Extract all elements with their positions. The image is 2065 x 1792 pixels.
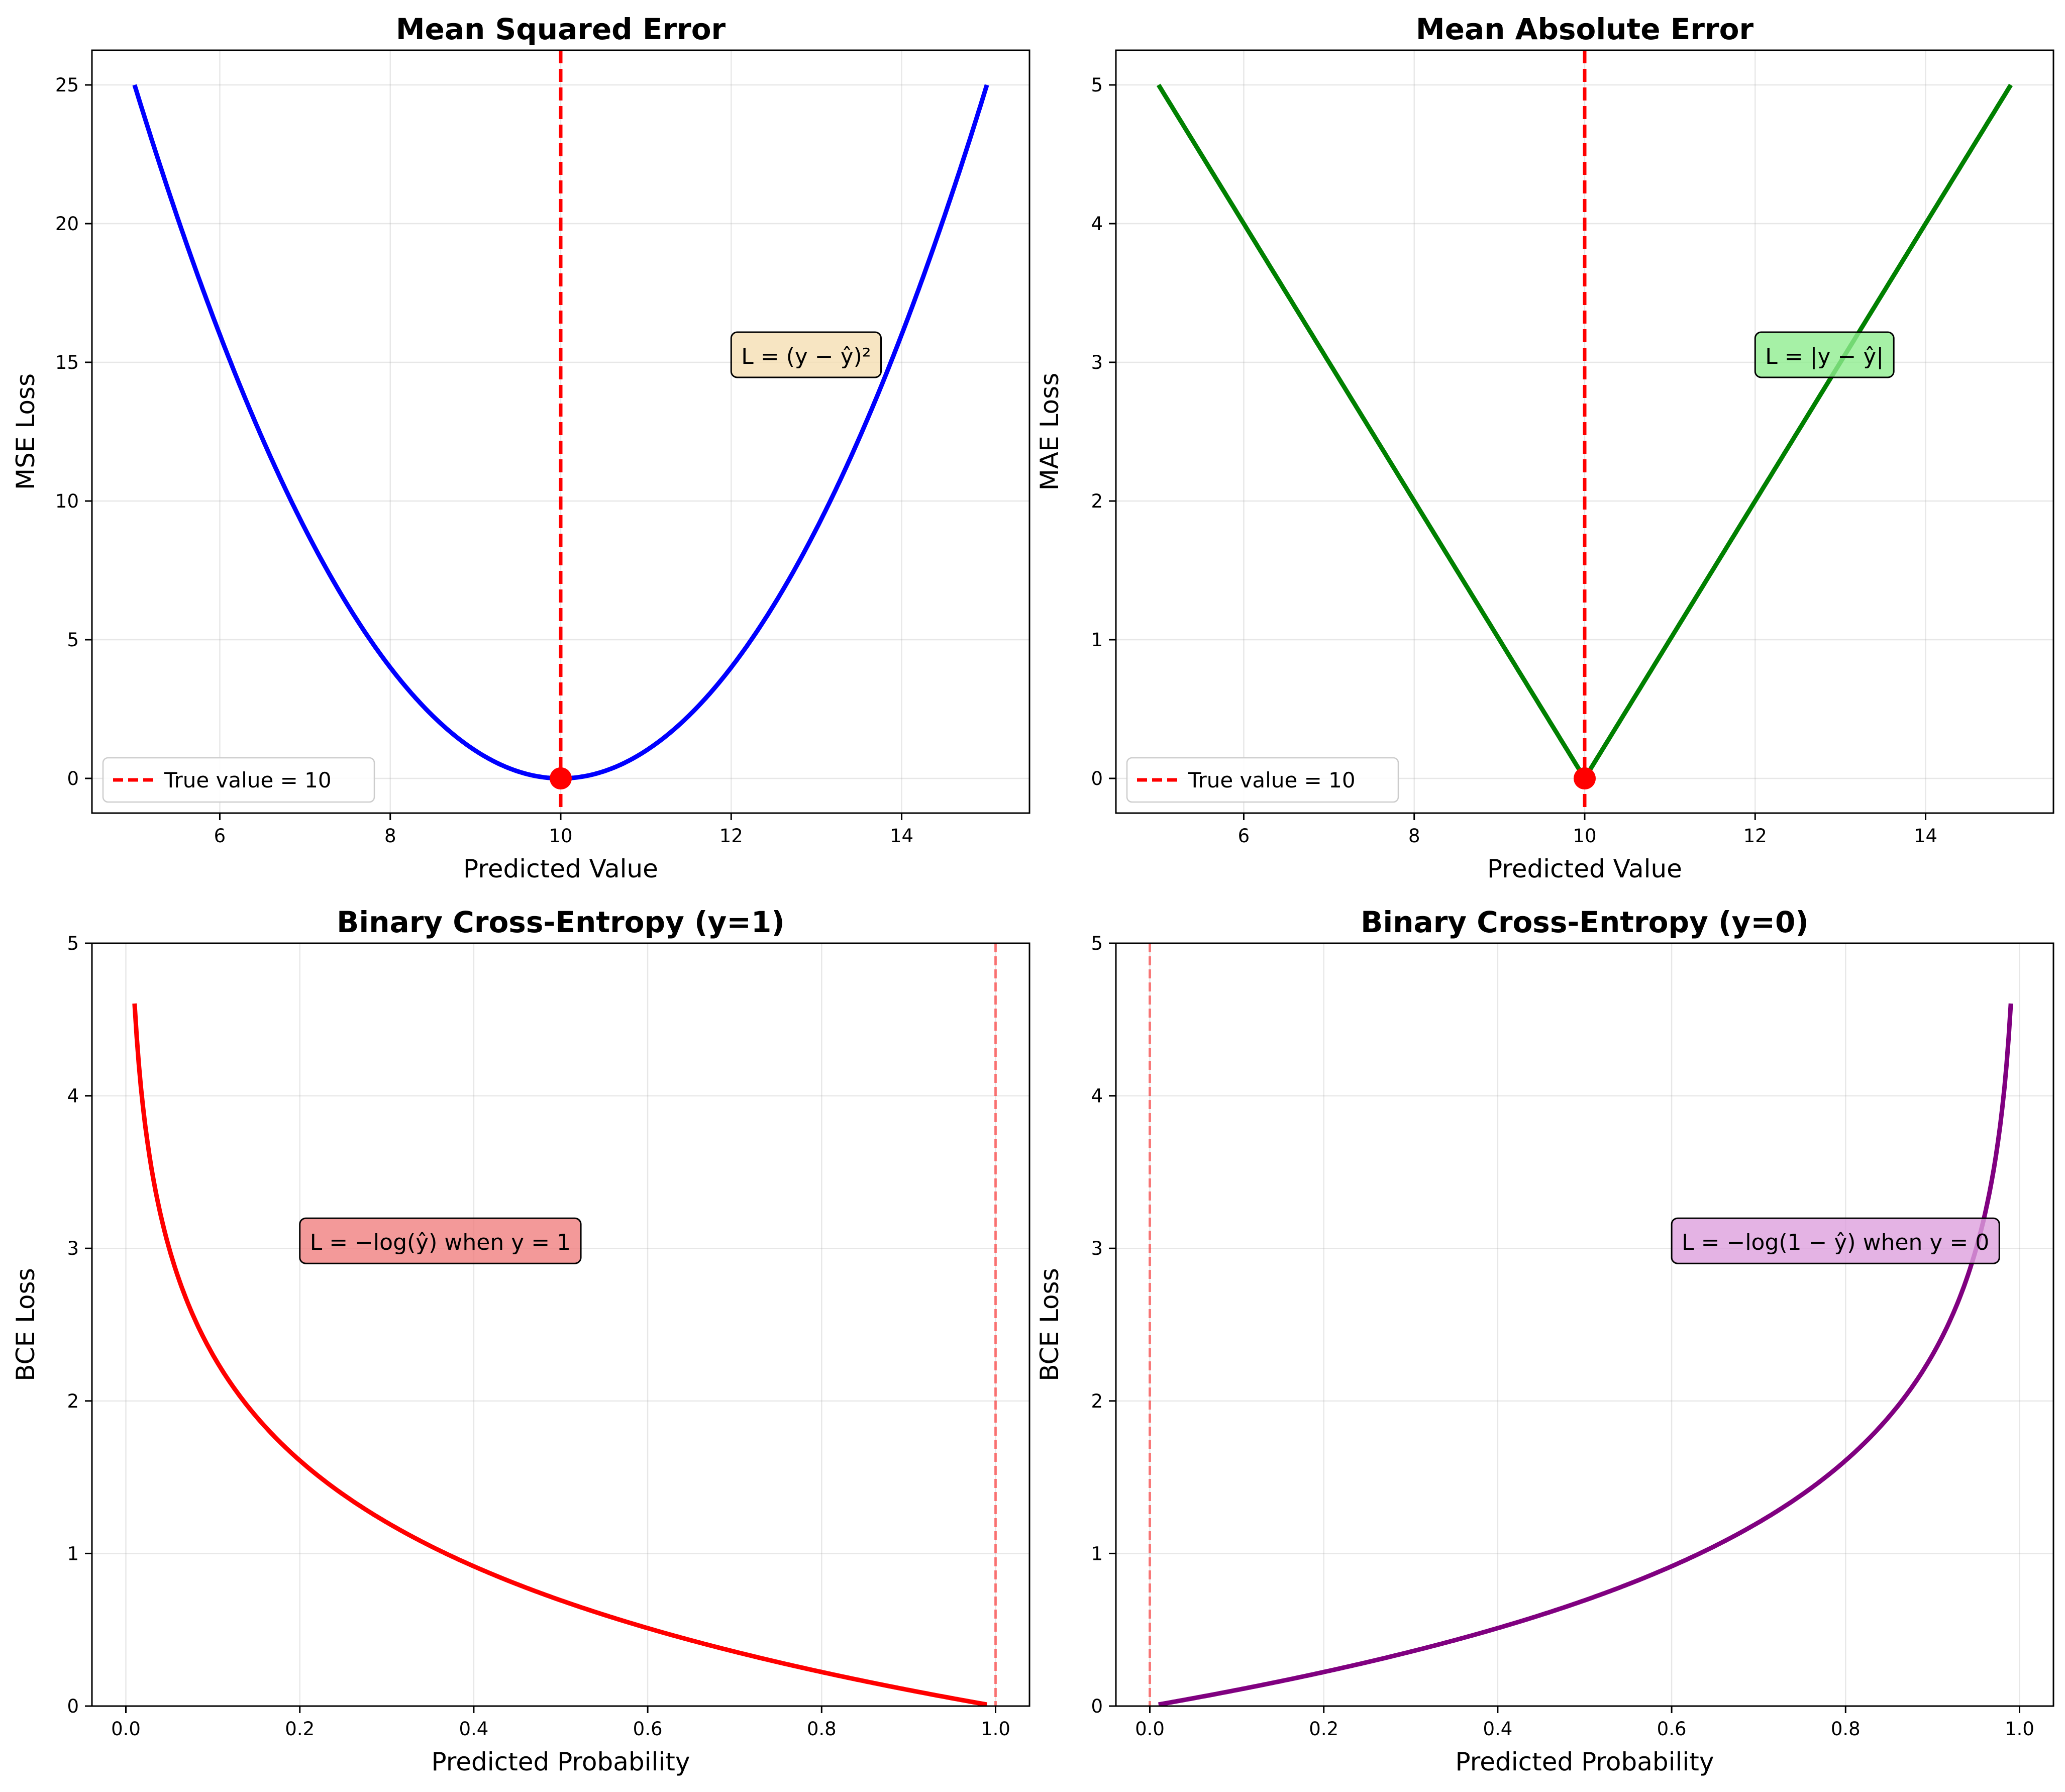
chart-4-xtick-label-4: 0.8 xyxy=(1831,1718,1861,1740)
chart-1-ytick-label-0: 0 xyxy=(67,768,79,789)
chart-4-xtick-label-3: 0.6 xyxy=(1657,1718,1687,1740)
chart-4-formula-box xyxy=(1671,1217,2000,1264)
chart-3-formula-annotation: L = −log(ŷ) when y = 1 xyxy=(299,1217,582,1264)
chart-1-xtick-label-4: 14 xyxy=(890,825,913,847)
chart-4-frame xyxy=(1115,942,2054,1707)
chart-1-xtick-label-2: 10 xyxy=(549,825,572,847)
chart-1-min-point xyxy=(550,767,572,789)
chart-1-xlabel: Predicted Value xyxy=(463,854,658,883)
chart-4-xtick-label-1: 0.2 xyxy=(1309,1718,1338,1740)
chart-4-ytick-label-3: 3 xyxy=(1091,1238,1103,1259)
chart-1-ytick-label-2: 10 xyxy=(55,490,79,512)
chart-1-ylabel: MSE Loss xyxy=(11,373,40,490)
chart-1-xtick-label-1: 8 xyxy=(384,825,396,847)
chart-2-xlabel: Predicted Value xyxy=(1487,854,1682,883)
chart-1: 6 8 10 12 14 0 5 10 15 20 25 Mean Squared Error Pred… xyxy=(11,12,1030,883)
chart-3-xtick-label-1: 0.2 xyxy=(285,1718,315,1740)
chart-3-ytick-label-3: 3 xyxy=(67,1238,79,1259)
chart-3-ytick-label-5: 5 xyxy=(67,933,79,954)
chart-3-series-line-1 xyxy=(132,1003,987,1706)
chart-4-ytick-label-1: 1 xyxy=(1091,1543,1103,1564)
chart-4-ytick-label-5: 5 xyxy=(1091,933,1103,954)
chart-3-xtick-label-2: 0.4 xyxy=(459,1718,488,1740)
chart-1-ytick-label-5: 25 xyxy=(55,74,79,96)
chart-2-ylabel: MAE Loss xyxy=(1035,373,1064,491)
chart-3-frame xyxy=(91,942,1030,1707)
chart-3: 0.0 0.2 0.4 0.6 0.8 1.0 0 1 2 3 4 5 Binary Cross-Ent… xyxy=(11,905,1030,1776)
chart-1-formula-box xyxy=(730,331,882,378)
chart-3-plot-area xyxy=(92,943,1029,1706)
chart-2-formula-box xyxy=(1754,331,1895,378)
chart-2-ytick-label-5: 5 xyxy=(1091,74,1103,96)
chart-2-min-point xyxy=(1574,767,1596,789)
chart-3-xtick-label-5: 1.0 xyxy=(981,1718,1010,1740)
chart-4-series-line-1 xyxy=(1158,1003,2013,1706)
chart-3-ytick-label-1: 1 xyxy=(67,1543,79,1564)
chart-1-title: Mean Squared Error xyxy=(396,12,726,46)
chart-2-formula-text: L = |y − ŷ| xyxy=(1765,344,1884,369)
chart-2-formula-annotation: L = |y − ŷ| xyxy=(1754,331,1895,378)
chart-4-xtick-label-0: 0.0 xyxy=(1135,1718,1165,1740)
chart-1-formula-annotation: L = (y − ŷ)² xyxy=(730,331,882,378)
chart-2-xtick-label-3: 12 xyxy=(1743,825,1767,847)
chart-4-title: Binary Cross-Entropy (y=0) xyxy=(1361,905,1809,939)
chart-1-formula-text: L = (y − ŷ)² xyxy=(741,344,871,369)
chart-3-xlabel: Predicted Probability xyxy=(432,1747,690,1776)
chart-3-xtick-label-3: 0.6 xyxy=(633,1718,663,1740)
chart-3-formula-text: L = −log(ŷ) when y = 1 xyxy=(310,1230,571,1255)
chart-2-ytick-label-1: 1 xyxy=(1091,629,1103,651)
chart-2-legend: True value = 10 xyxy=(1126,757,1399,803)
chart-2-legend-label: True value = 10 xyxy=(1188,768,1356,792)
chart-4-plot-area xyxy=(1116,943,2053,1706)
chart-4-ytick-label-2: 2 xyxy=(1091,1390,1103,1412)
chart-2-xtick-label-4: 14 xyxy=(1914,825,1937,847)
chart-1-ytick-label-1: 5 xyxy=(67,629,79,651)
chart-3-plot-content xyxy=(132,943,997,1706)
chart-2-ytick-label-0: 0 xyxy=(1091,768,1103,789)
chart-2-ytick-label-2: 2 xyxy=(1091,490,1103,512)
chart-4-xlabel: Predicted Probability xyxy=(1456,1747,1714,1776)
chart-3-ytick-label-4: 4 xyxy=(67,1085,79,1107)
chart-2-legend-box xyxy=(1126,757,1399,803)
chart-4-formula-text: L = −log(1 − ŷ) when y = 0 xyxy=(1682,1230,1989,1255)
chart-3-xtick-label-4: 0.8 xyxy=(807,1718,837,1740)
chart-2-xtick-label-0: 6 xyxy=(1238,825,1250,847)
chart-4-ytick-label-0: 0 xyxy=(1091,1696,1103,1717)
chart-1-legend-box xyxy=(102,757,375,803)
chart-4-xtick-label-2: 0.4 xyxy=(1483,1718,1512,1740)
chart-2-title: Mean Absolute Error xyxy=(1416,12,1754,46)
chart-4: 0.0 0.2 0.4 0.6 0.8 1.0 0 1 2 3 4 5 Binary Cross-Ent… xyxy=(1035,905,2054,1776)
chart-1-xtick-label-0: 6 xyxy=(214,825,226,847)
chart-1-legend: True value = 10 xyxy=(102,757,375,803)
chart-3-ylabel: BCE Loss xyxy=(11,1268,40,1381)
chart-4-formula-annotation: L = −log(1 − ŷ) when y = 0 xyxy=(1671,1217,2000,1264)
chart-2-ytick-label-4: 4 xyxy=(1091,213,1103,235)
chart-3-title: Binary Cross-Entropy (y=1) xyxy=(337,905,785,939)
chart-1-xtick-label-3: 12 xyxy=(719,825,743,847)
chart-3-ytick-label-0: 0 xyxy=(67,1696,79,1717)
chart-3-xtick-label-0: 0.0 xyxy=(111,1718,141,1740)
chart-2-xtick-label-1: 8 xyxy=(1408,825,1420,847)
chart-4-plot-content xyxy=(1149,943,2013,1706)
chart-4-ylabel: BCE Loss xyxy=(1035,1268,1064,1381)
chart-4-xtick-label-5: 1.0 xyxy=(2005,1718,2034,1740)
chart-2-xtick-label-2: 10 xyxy=(1573,825,1596,847)
chart-1-legend-label: True value = 10 xyxy=(164,768,332,792)
chart-2-ytick-label-3: 3 xyxy=(1091,352,1103,373)
chart-1-ytick-label-4: 20 xyxy=(55,213,79,235)
chart-1-ytick-label-3: 15 xyxy=(55,352,79,373)
chart-3-ytick-label-2: 2 xyxy=(67,1390,79,1412)
chart-3-formula-box xyxy=(299,1217,582,1264)
chart-4-ytick-label-4: 4 xyxy=(1091,1085,1103,1107)
